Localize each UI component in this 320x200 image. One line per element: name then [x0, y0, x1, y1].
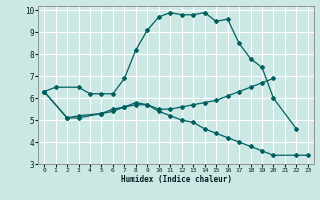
X-axis label: Humidex (Indice chaleur): Humidex (Indice chaleur) [121, 175, 231, 184]
